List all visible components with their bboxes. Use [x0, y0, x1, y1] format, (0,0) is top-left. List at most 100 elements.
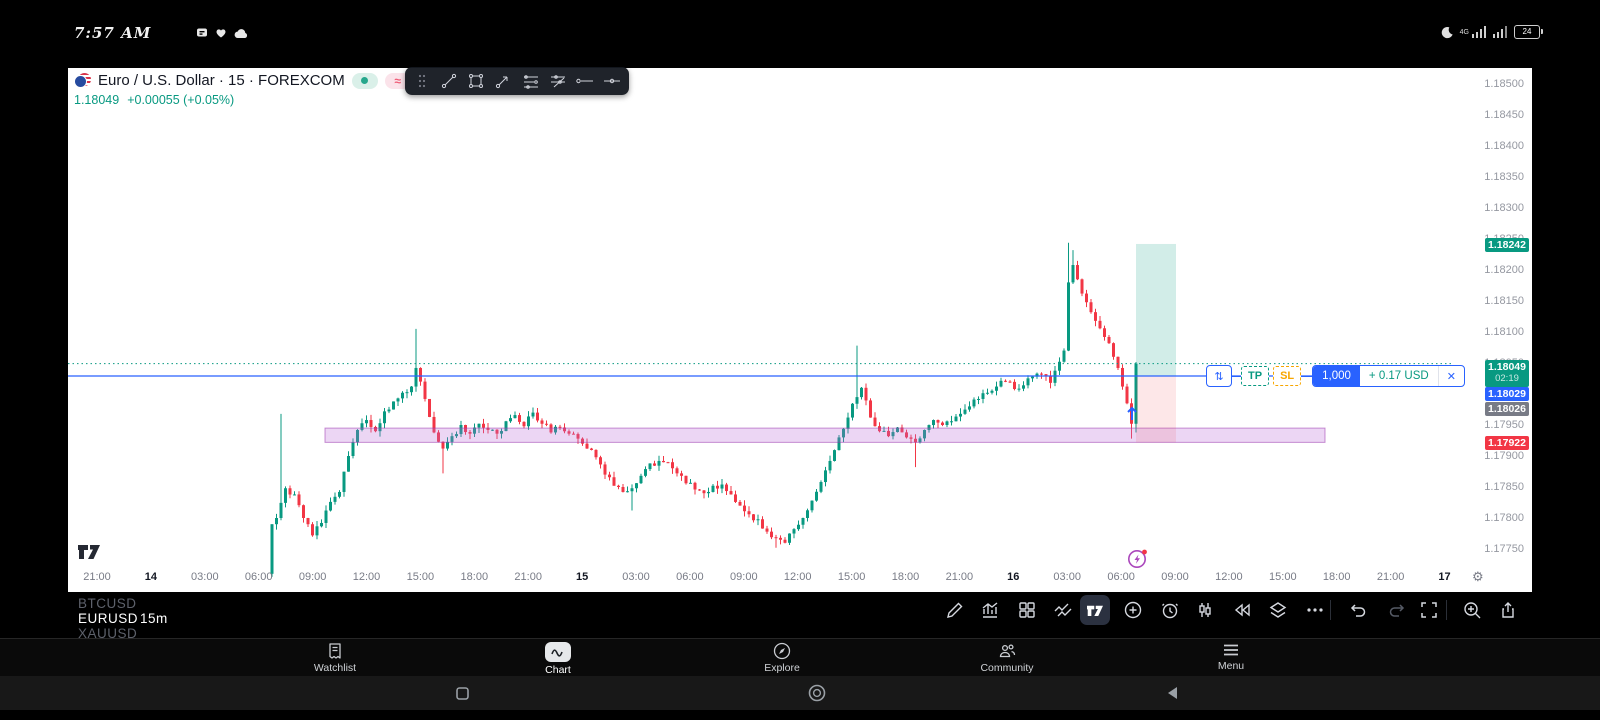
price-tick: 1.17900	[1484, 450, 1524, 462]
tp-button[interactable]: TP	[1241, 366, 1270, 386]
candle	[815, 491, 818, 501]
nav-menu[interactable]: Menu	[1171, 642, 1291, 672]
candle	[878, 426, 881, 432]
take-profit-price-label[interactable]: 1.18242	[1485, 238, 1529, 252]
candle	[540, 420, 544, 424]
demand-zone-rectangle[interactable]	[324, 427, 1326, 443]
nav-watchlist[interactable]: Watchlist	[275, 642, 395, 674]
candle	[783, 539, 787, 543]
stop-loss-price-label[interactable]: 1.17922	[1485, 436, 1529, 450]
horizontal-ray-tool-icon[interactable]	[601, 69, 623, 93]
home-circle-icon[interactable]	[805, 681, 829, 705]
trading-panel-icon[interactable]	[1190, 595, 1220, 625]
android-nav-bar	[0, 676, 1600, 710]
nav-community[interactable]: Community	[947, 642, 1067, 674]
draw-tool-icon[interactable]	[940, 595, 970, 625]
candle	[999, 380, 1003, 387]
market-status-pill[interactable]	[351, 72, 378, 89]
arrow-tool-icon[interactable]	[492, 69, 514, 93]
list-item[interactable]: EURUSD 15m	[78, 611, 168, 626]
toolbar-divider	[1446, 600, 1447, 620]
candle	[621, 487, 625, 492]
candle	[941, 422, 944, 425]
object-tree-icon[interactable]	[1263, 595, 1293, 625]
layouts-icon[interactable]	[1012, 595, 1042, 625]
candle	[765, 528, 769, 532]
nav-explore[interactable]: Explore	[722, 642, 842, 674]
add-icon[interactable]	[1118, 595, 1148, 625]
redo-icon[interactable]	[1382, 595, 1412, 625]
drag-handle-icon[interactable]	[411, 69, 433, 93]
candle	[972, 399, 976, 407]
replay-icon[interactable]	[1227, 595, 1257, 625]
candle	[734, 494, 737, 502]
compare-icon[interactable]	[1048, 595, 1078, 625]
list-item[interactable]: BTCUSD	[78, 596, 137, 611]
candlestick-chart[interactable]	[68, 68, 1532, 592]
list-item[interactable]: XAUUSD	[78, 626, 138, 638]
tradingview-tab-icon[interactable]	[1080, 595, 1110, 625]
close-position-button[interactable]: ✕	[1437, 366, 1464, 386]
position-quantity[interactable]: 1,000	[1313, 366, 1360, 386]
reverse-position-button[interactable]: ⇅	[1206, 365, 1232, 387]
candle	[482, 423, 485, 428]
candle	[1089, 302, 1093, 313]
candle	[522, 421, 526, 427]
nav-chart[interactable]: Chart	[498, 642, 618, 676]
data-mode-pill[interactable]: ≈	[384, 72, 411, 89]
candle	[846, 417, 850, 429]
time-tick: 21:00	[1376, 571, 1405, 583]
flash-trade-button[interactable]	[1126, 546, 1150, 570]
zoom-in-icon[interactable]	[1457, 595, 1487, 625]
share-icon[interactable]	[1493, 595, 1523, 625]
candle	[626, 491, 629, 493]
back-triangle-icon[interactable]	[1160, 681, 1184, 705]
symbol-title[interactable]: Euro / U.S. Dollar · 15 · FOREXCOM	[98, 72, 345, 89]
candle	[720, 484, 724, 489]
cloud-icon	[234, 28, 248, 38]
candle	[662, 460, 665, 463]
parallel-lines-tool-icon[interactable]	[520, 69, 542, 93]
tradingview-watermark-icon	[78, 545, 100, 559]
candle	[306, 518, 310, 525]
last-price: 1.18049	[74, 93, 120, 107]
chart-tab-active-pill	[545, 642, 571, 662]
candle	[630, 488, 634, 492]
recents-square-icon[interactable]	[450, 681, 474, 705]
horizontal-line-tool-icon[interactable]	[574, 69, 596, 93]
fullscreen-icon[interactable]	[1414, 595, 1444, 625]
undo-icon[interactable]	[1343, 595, 1373, 625]
candle	[459, 425, 463, 435]
time-tick: 06:00	[244, 571, 273, 583]
alerts-icon[interactable]	[1155, 595, 1185, 625]
candle	[603, 464, 607, 475]
candle	[320, 522, 323, 527]
candle	[1022, 385, 1025, 389]
price-tick: 1.18100	[1484, 326, 1524, 338]
candle	[905, 432, 908, 438]
candle	[990, 390, 994, 393]
sl-button[interactable]: SL	[1273, 366, 1302, 386]
candle	[279, 502, 283, 518]
indicators-icon[interactable]	[975, 595, 1005, 625]
candle	[1067, 282, 1070, 351]
time-tick: 18:00	[891, 571, 920, 583]
prev-close-price-label: 1.18026	[1485, 402, 1529, 416]
current-price-label: 1.18049 02:19	[1485, 360, 1529, 387]
candle	[428, 398, 431, 417]
candle	[648, 463, 652, 470]
network-type-label: 4G	[1459, 28, 1469, 36]
profit-zone[interactable]	[1136, 243, 1176, 377]
candle	[473, 427, 476, 434]
more-icon[interactable]	[1300, 595, 1330, 625]
entry-price-label[interactable]: 1.18029	[1485, 387, 1529, 401]
time-tick: 12:00	[352, 571, 381, 583]
axis-settings-gear-icon[interactable]: ⚙	[1472, 569, 1484, 584]
price-tick: 1.18200	[1484, 264, 1524, 276]
flat-lines-tool-icon[interactable]	[547, 69, 569, 93]
battery-icon: 24	[1514, 25, 1543, 39]
trend-line-tool-icon[interactable]	[438, 69, 460, 93]
candle	[873, 417, 877, 427]
loss-zone[interactable]	[1136, 376, 1176, 443]
rectangle-tool-icon[interactable]	[465, 69, 487, 93]
